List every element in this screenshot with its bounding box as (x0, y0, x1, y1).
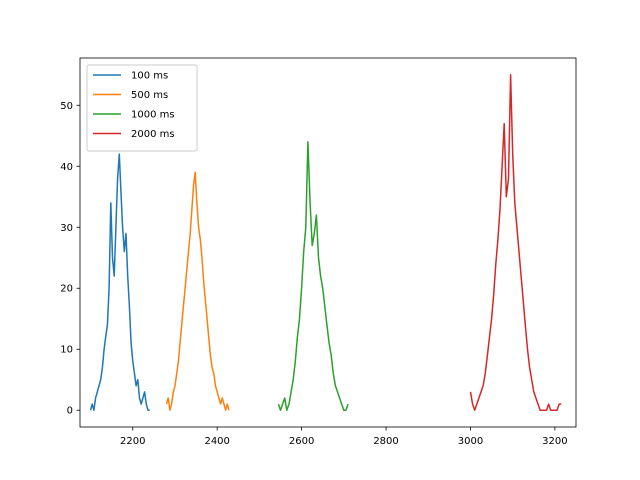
x-tick-label: 2800 (373, 436, 398, 447)
y-axis: 0 10 20 30 40 50 (60, 101, 80, 417)
y-tick-label: 50 (60, 101, 73, 112)
y-tick-label: 30 (60, 223, 73, 234)
legend-box (86, 64, 198, 152)
series-line-1 (165, 171, 230, 411)
legend-label-1: 500 ms (131, 90, 168, 101)
x-tick-label: 2400 (204, 436, 229, 447)
legend-label-2: 1000 ms (131, 110, 175, 121)
series-line-3 (469, 74, 562, 411)
legend-label-0: 100 ms (131, 71, 168, 82)
series-line-0 (89, 153, 150, 411)
x-tick-label: 3000 (458, 436, 483, 447)
series-layer (89, 74, 562, 411)
x-tick-label: 2600 (289, 436, 314, 447)
legend-label-3: 2000 ms (131, 129, 175, 140)
y-tick-label: 0 (67, 406, 73, 417)
y-tick-label: 40 (60, 162, 73, 173)
x-axis: 2200 2400 2600 2800 3000 3200 (120, 427, 568, 447)
y-tick-label: 20 (60, 284, 73, 295)
plot-frame (79, 57, 577, 428)
x-tick-label: 2200 (120, 436, 145, 447)
legend: 100 ms 500 ms 1000 ms 2000 ms (86, 64, 198, 152)
y-tick-label: 10 (60, 345, 73, 356)
series-line-2 (277, 141, 349, 411)
x-tick-label: 3200 (542, 436, 567, 447)
